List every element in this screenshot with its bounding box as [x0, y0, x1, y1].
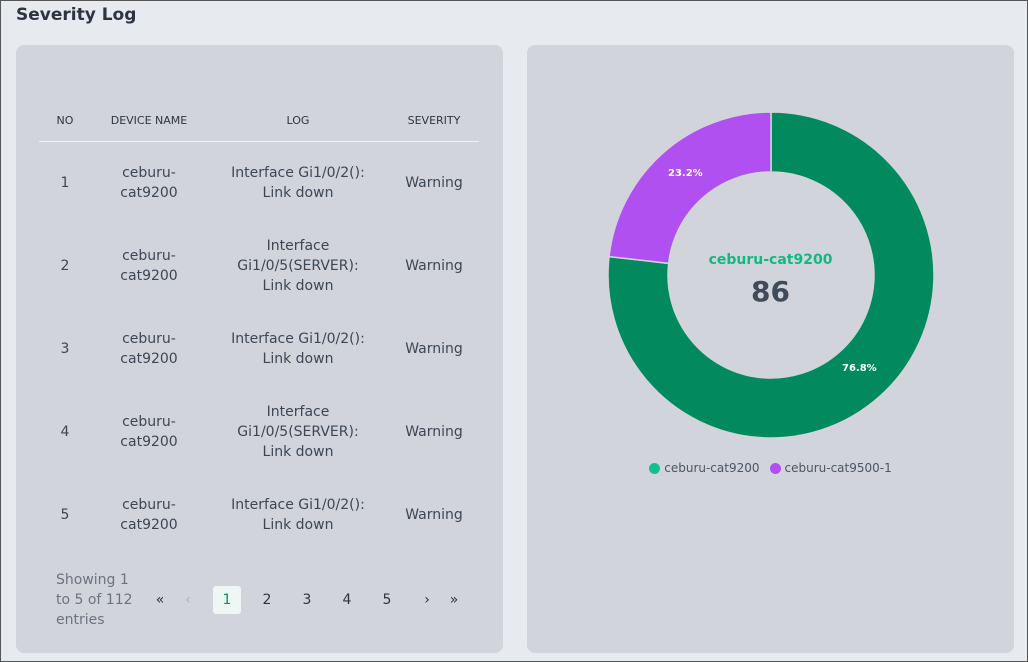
slice-label-ceburu-cat9200: 76.8% [842, 363, 877, 374]
cell-device: ceburu-cat9200 [91, 224, 207, 307]
donut-chart-card: ceburu-cat9200 86 23.2% 76.8% ceburu-cat… [527, 45, 1014, 653]
cell-severity: Warning [405, 340, 463, 357]
device-name-text: ceburu-cat9200 [120, 330, 178, 367]
page-button-2[interactable]: 2 [262, 592, 272, 608]
legend-dot [649, 462, 661, 474]
page-button-1[interactable]: 1 [213, 586, 241, 614]
page-button-3[interactable]: 3 [302, 592, 312, 608]
chart-center-value: 86 [751, 275, 790, 308]
donut-slice-ceburu-cat9500-1[interactable] [608, 111, 772, 265]
header-no[interactable]: NO [39, 101, 91, 142]
severity-table-card: NO DEVICE NAME LOG SEVERITY 1 ceburu-cat… [16, 45, 503, 653]
donut-chart [607, 111, 935, 439]
header-device-name[interactable]: DEVICE NAME [91, 101, 207, 142]
legend-item-ceburu-cat9200[interactable]: ceburu-cat9200 [649, 461, 760, 475]
cell-no: 1 [60, 174, 70, 191]
page-button-4[interactable]: 4 [342, 592, 352, 608]
cell-log: Interface Gi1/0/2(): Link down [207, 473, 389, 556]
cell-severity: Warning [405, 257, 463, 274]
cell-severity: Warning [405, 174, 463, 191]
legend-dot [769, 462, 781, 474]
chart-center-label: ceburu-cat9200 [708, 252, 833, 268]
pagination: Showing 1 to 5 of 112 entries « ‹ 1 2 3 … [56, 570, 496, 630]
page-title: Severity Log [16, 5, 137, 25]
last-page-button[interactable]: » [449, 592, 459, 608]
donut-slice-ceburu-cat9200[interactable] [607, 111, 935, 439]
cell-log: Interface Gi1/0/5(SERVER): Link down [207, 390, 389, 473]
cell-severity: Warning [405, 506, 463, 523]
cell-log: Interface Gi1/0/5(SERVER): Link down [207, 224, 389, 307]
cell-log: Interface Gi1/0/2(): Link down [207, 307, 389, 390]
log-text: Interface Gi1/0/5(SERVER): Link down [237, 403, 359, 460]
cell-no: 5 [60, 506, 70, 523]
cell-severity: Warning [405, 423, 463, 440]
device-name-text: ceburu-cat9200 [120, 164, 178, 201]
legend-label: ceburu-cat9500-1 [784, 461, 892, 475]
header-log[interactable]: LOG [207, 101, 389, 142]
table-row[interactable]: 2 ceburu-cat9200 Interface Gi1/0/5(SERVE… [39, 224, 479, 307]
cell-no: 3 [60, 340, 70, 357]
log-text: Interface Gi1/0/2(): Link down [231, 496, 365, 533]
legend-label: ceburu-cat9200 [664, 461, 760, 475]
severity-table: NO DEVICE NAME LOG SEVERITY 1 ceburu-cat… [39, 101, 479, 556]
log-text: Interface Gi1/0/5(SERVER): Link down [237, 237, 359, 294]
slice-label-ceburu-cat9500-1: 23.2% [668, 168, 703, 179]
cell-device: ceburu-cat9200 [91, 307, 207, 390]
table-row[interactable]: 3 ceburu-cat9200 Interface Gi1/0/2(): Li… [39, 307, 479, 390]
cell-device: ceburu-cat9200 [91, 141, 207, 224]
table-row[interactable]: 4 ceburu-cat9200 Interface Gi1/0/5(SERVE… [39, 390, 479, 473]
cell-device: ceburu-cat9200 [91, 473, 207, 556]
table-row[interactable]: 5 ceburu-cat9200 Interface Gi1/0/2(): Li… [39, 473, 479, 556]
table-row[interactable]: 1 ceburu-cat9200 Interface Gi1/0/2(): Li… [39, 141, 479, 224]
header-severity[interactable]: SEVERITY [389, 101, 479, 142]
cell-log: Interface Gi1/0/2(): Link down [207, 141, 389, 224]
cell-device: ceburu-cat9200 [91, 390, 207, 473]
cell-no: 2 [60, 257, 70, 274]
legend-item-ceburu-cat9500-1[interactable]: ceburu-cat9500-1 [769, 461, 892, 475]
log-text: Interface Gi1/0/2(): Link down [231, 164, 365, 201]
prev-page-button[interactable]: ‹ [185, 592, 191, 608]
log-text: Interface Gi1/0/2(): Link down [231, 330, 365, 367]
device-name-text: ceburu-cat9200 [120, 496, 178, 533]
next-page-button[interactable]: › [424, 592, 430, 608]
device-name-text: ceburu-cat9200 [120, 413, 178, 450]
table-header-row: NO DEVICE NAME LOG SEVERITY [39, 101, 479, 142]
device-name-text: ceburu-cat9200 [120, 247, 178, 284]
page-button-5[interactable]: 5 [382, 592, 392, 608]
cell-no: 4 [60, 423, 70, 440]
pagination-info: Showing 1 to 5 of 112 entries [56, 572, 133, 628]
first-page-button[interactable]: « [155, 592, 165, 608]
chart-legend: ceburu-cat9200 ceburu-cat9500-1 [527, 461, 1014, 475]
